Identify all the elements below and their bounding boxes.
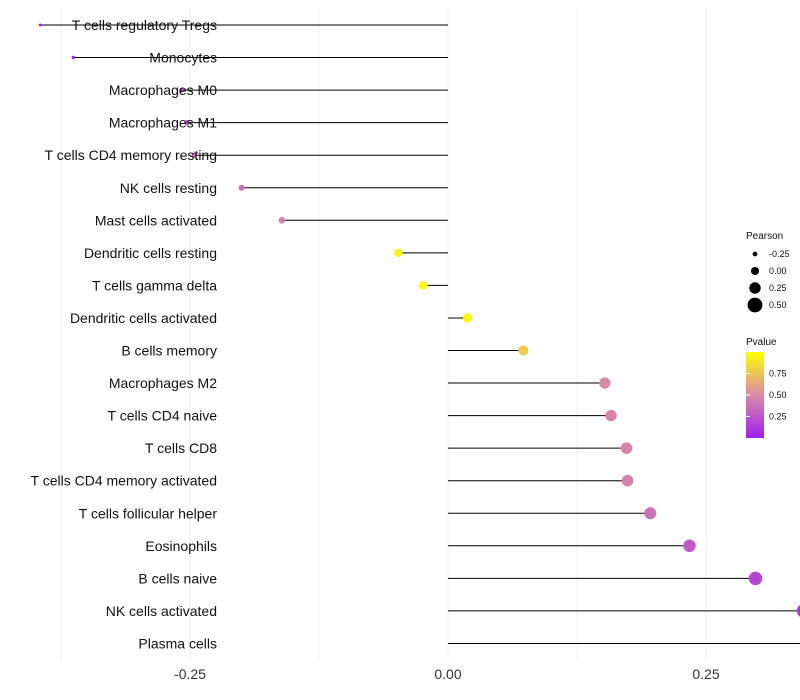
lollipop-dot (518, 345, 529, 356)
lollipop-dot (38, 23, 42, 27)
y-tick-label: T cells regulatory Tregs (72, 17, 217, 33)
y-tick-label: Macrophages M2 (109, 375, 217, 391)
lollipop-dot (462, 313, 473, 323)
size-legend-key (749, 282, 761, 294)
y-tick-label: T cells gamma delta (92, 277, 217, 293)
y-tick-label: Eosinophils (145, 538, 217, 554)
y-axis-labels: T cells regulatory Tregs Monocytes Macroph… (31, 17, 218, 651)
y-tick-label: Mast cells activated (95, 212, 217, 228)
y-tick-label: T cells CD8 (145, 440, 217, 456)
size-legend-label: 0.50 (769, 300, 787, 310)
y-tick-label: T cells follicular helper (79, 505, 218, 521)
y-tick-label: B cells memory (121, 343, 217, 359)
size-legend-label: 0.00 (769, 266, 787, 276)
lollipop-dot (418, 281, 428, 290)
y-tick-label: Macrophages M0 (109, 82, 217, 98)
y-tick-label: Macrophages M1 (109, 115, 217, 131)
lollipop-dot (620, 442, 633, 454)
color-legend-label: 0.25 (769, 412, 787, 422)
lollipop-dot (238, 184, 245, 191)
lollipop-dot (748, 571, 763, 586)
x-tick-label: -0.25 (174, 666, 206, 682)
x-tick-label: 0.25 (692, 666, 719, 682)
grid-lines (60, 8, 707, 660)
size-legend-key (752, 251, 758, 257)
size-legend: Pearson -0.25 0.00 0.25 0.50 (746, 231, 790, 313)
color-legend: Pvalue 0.75 0.50 0.25 (746, 337, 787, 438)
lollipop-dot (605, 409, 617, 422)
lollipop-dot (644, 507, 657, 520)
y-tick-label: Dendritic cells resting (84, 245, 217, 261)
y-tick-label: B cells naive (138, 570, 217, 586)
lollipop-dot (184, 120, 190, 126)
color-legend-label: 0.50 (769, 390, 787, 400)
y-tick-label: Dendritic cells activated (70, 310, 217, 326)
y-tick-label: T cells CD4 naive (108, 408, 218, 424)
lollipop-dot (621, 474, 634, 487)
lollipop-dot (796, 605, 800, 617)
lollipop-dot (599, 377, 611, 389)
lollipop-dot (179, 87, 185, 93)
lollipop-dots (38, 23, 800, 617)
color-legend-bar (746, 352, 764, 438)
size-legend-label: -0.25 (769, 249, 790, 259)
lollipop-dot (683, 539, 696, 553)
y-tick-label: T cells CD4 memory resting (45, 147, 217, 163)
y-tick-label: Plasma cells (138, 635, 217, 651)
x-tick-label: 0.00 (434, 666, 461, 682)
y-tick-label: NK cells resting (120, 180, 217, 196)
y-tick-label: NK cells activated (106, 603, 217, 619)
lollipop-dot (71, 55, 76, 60)
lollipop-dot (394, 248, 403, 257)
x-axis-labels: -0.250.000.250.50 (174, 666, 720, 682)
lollipop-stems (40, 24, 800, 644)
y-tick-label: T cells CD4 memory activated (31, 473, 217, 489)
lollipop-dot (278, 217, 286, 224)
size-legend-key (747, 297, 763, 313)
color-legend-label: 0.75 (769, 369, 787, 379)
y-tick-label: Monocytes (149, 50, 217, 66)
size-legend-label: 0.25 (769, 283, 787, 293)
color-legend-title: Pvalue (746, 337, 777, 348)
size-legend-title: Pearson (746, 231, 783, 242)
size-legend-key (750, 266, 760, 276)
lollipop-dot (191, 152, 197, 158)
